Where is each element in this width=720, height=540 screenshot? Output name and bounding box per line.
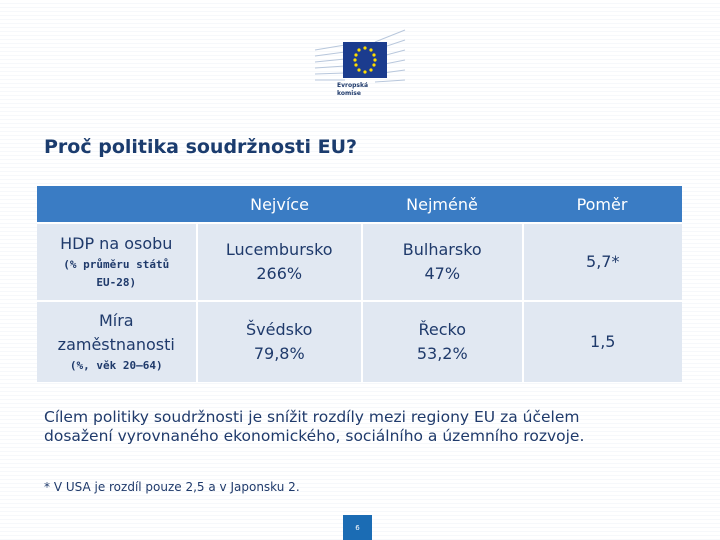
table-cell: Švédsko 79,8% [195, 302, 361, 382]
title: Proč politika soudržnosti EU? [44, 136, 358, 158]
cell-line: 79,8% [253, 344, 305, 363]
table-cell: Řecko 53,2% [360, 302, 522, 382]
row-label: zaměstnanosti [57, 335, 175, 354]
cell-line: Bulharsko [402, 240, 482, 259]
row-label: HDP na osobu [60, 234, 173, 253]
cell-line: Švédsko [246, 320, 313, 339]
cell-line: 5,7* [586, 252, 620, 271]
page-number: 6 [343, 515, 372, 540]
logo-text: komise [337, 90, 361, 97]
header-cell [37, 186, 197, 222]
cell-line: Řecko [418, 320, 466, 339]
row-note: (% průměru států [63, 258, 170, 271]
header-cell: Poměr [576, 194, 628, 214]
paragraph: Cílem politiky soudržnosti je snížit roz… [44, 408, 584, 446]
cell-line: Lucembursko [225, 240, 333, 259]
table-cell: 1,5 [521, 302, 683, 382]
header-cell: Nejvíce [250, 194, 309, 214]
cell-line: 1,5 [590, 332, 616, 351]
footnote: * V USA je rozdíl pouze 2,5 a v Japonsku… [44, 480, 300, 494]
paragraph-line: dosažení vyrovnaného ekonomického, sociá… [44, 427, 585, 445]
header-cell: Nejméně [406, 194, 478, 214]
header-row: Nejvíce Nejméně Poměr [37, 186, 682, 222]
paragraph-line: Cílem politiky soudržnosti je snížit roz… [44, 408, 580, 426]
table-cell: Lucembursko 266% [195, 224, 361, 300]
cell-line: 47% [424, 264, 461, 283]
table-body: HDP na osobu (% průměru států EU-28) Lucemb… [37, 222, 682, 382]
logo: Evropská komise [314, 29, 406, 97]
row-label: Míra [98, 311, 134, 330]
table-row: Míra zaměstnanosti (%, věk 20–64) Švédsko 79… [37, 300, 682, 382]
table: Nejvíce Nejméně Poměr HDP na osobu (% prů… [37, 186, 682, 382]
table-row: HDP na osobu (% průměru států EU-28) Lucemb… [37, 222, 682, 300]
row-label-cell: Míra zaměstnanosti (%, věk 20–64) [37, 302, 196, 382]
logo-text: Evropská [337, 82, 368, 89]
row-note: EU-28) [96, 276, 137, 289]
table-cell: Bulharsko 47% [360, 224, 522, 300]
table-cell: 5,7* [521, 224, 683, 300]
row-note: (%, věk 20–64) [69, 359, 163, 372]
row-label-cell: HDP na osobu (% průměru států EU-28) [37, 224, 196, 300]
cell-line: 53,2% [416, 344, 468, 363]
cell-line: 266% [256, 264, 303, 283]
